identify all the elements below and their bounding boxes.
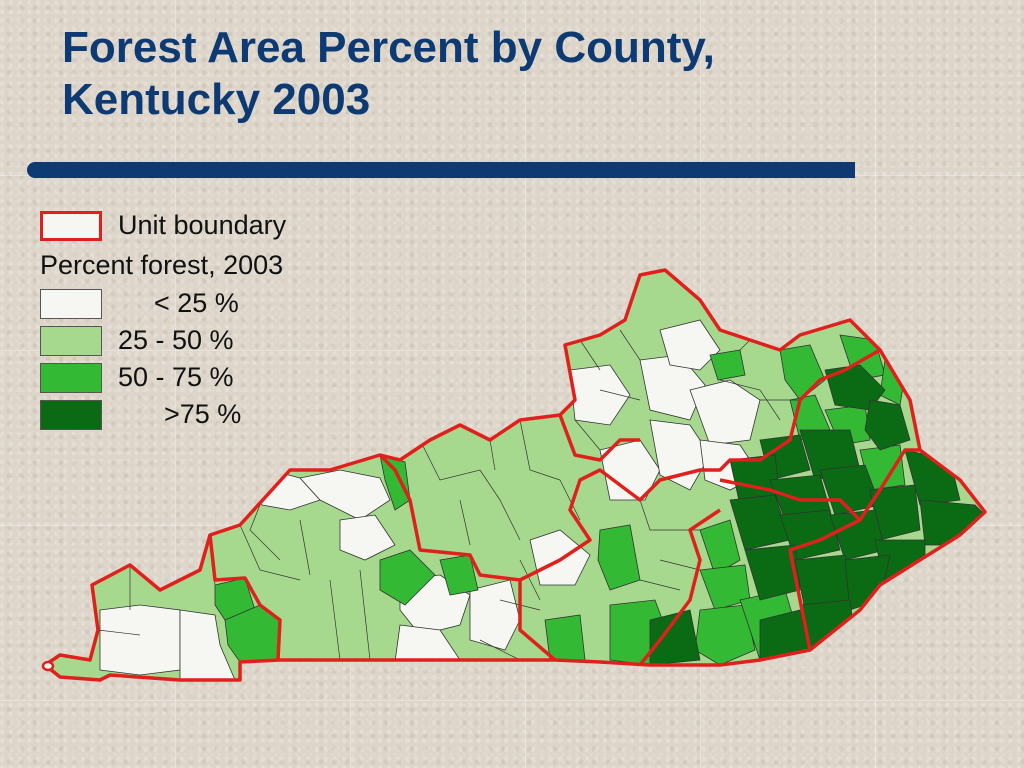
class-label-lt25: < 25 % <box>154 288 239 318</box>
class-swatch-25-50 <box>40 325 102 356</box>
class-label-50-75: 50 - 75 % <box>118 362 234 392</box>
legend-class-row: >75 % <box>40 399 241 430</box>
counties-lt25 <box>99 319 761 680</box>
title-line-2: Kentucky 2003 <box>62 75 371 124</box>
title-underline-bar <box>27 162 855 178</box>
class-swatch-lt25 <box>40 288 102 319</box>
unit-boundaries <box>43 268 987 682</box>
legend-heading: Percent forest, 2003 <box>40 250 284 280</box>
class-label-25-50: 25 - 50 % <box>118 325 234 355</box>
county-lines <box>97 329 800 661</box>
map-legend: Unit boundary Percent forest, 2003 < 25 … <box>40 208 360 438</box>
west-enclave <box>41 660 55 672</box>
unit-boundary-label: Unit boundary <box>118 210 287 240</box>
class-swatch-gt75 <box>40 399 102 430</box>
slide-title: Forest Area Percent by County, Kentucky … <box>62 22 715 126</box>
legend-class-row: 25 - 50 % <box>40 325 234 356</box>
legend-class-row: 50 - 75 % <box>40 362 234 393</box>
class-label-gt75: >75 % <box>164 399 242 429</box>
unit-boundary-swatch <box>40 210 102 241</box>
title-line-1: Forest Area Percent by County, <box>62 23 715 72</box>
legend-unit-boundary: Unit boundary <box>40 210 286 241</box>
legend-class-row: < 25 % <box>40 288 239 319</box>
class-swatch-50-75 <box>40 362 102 393</box>
